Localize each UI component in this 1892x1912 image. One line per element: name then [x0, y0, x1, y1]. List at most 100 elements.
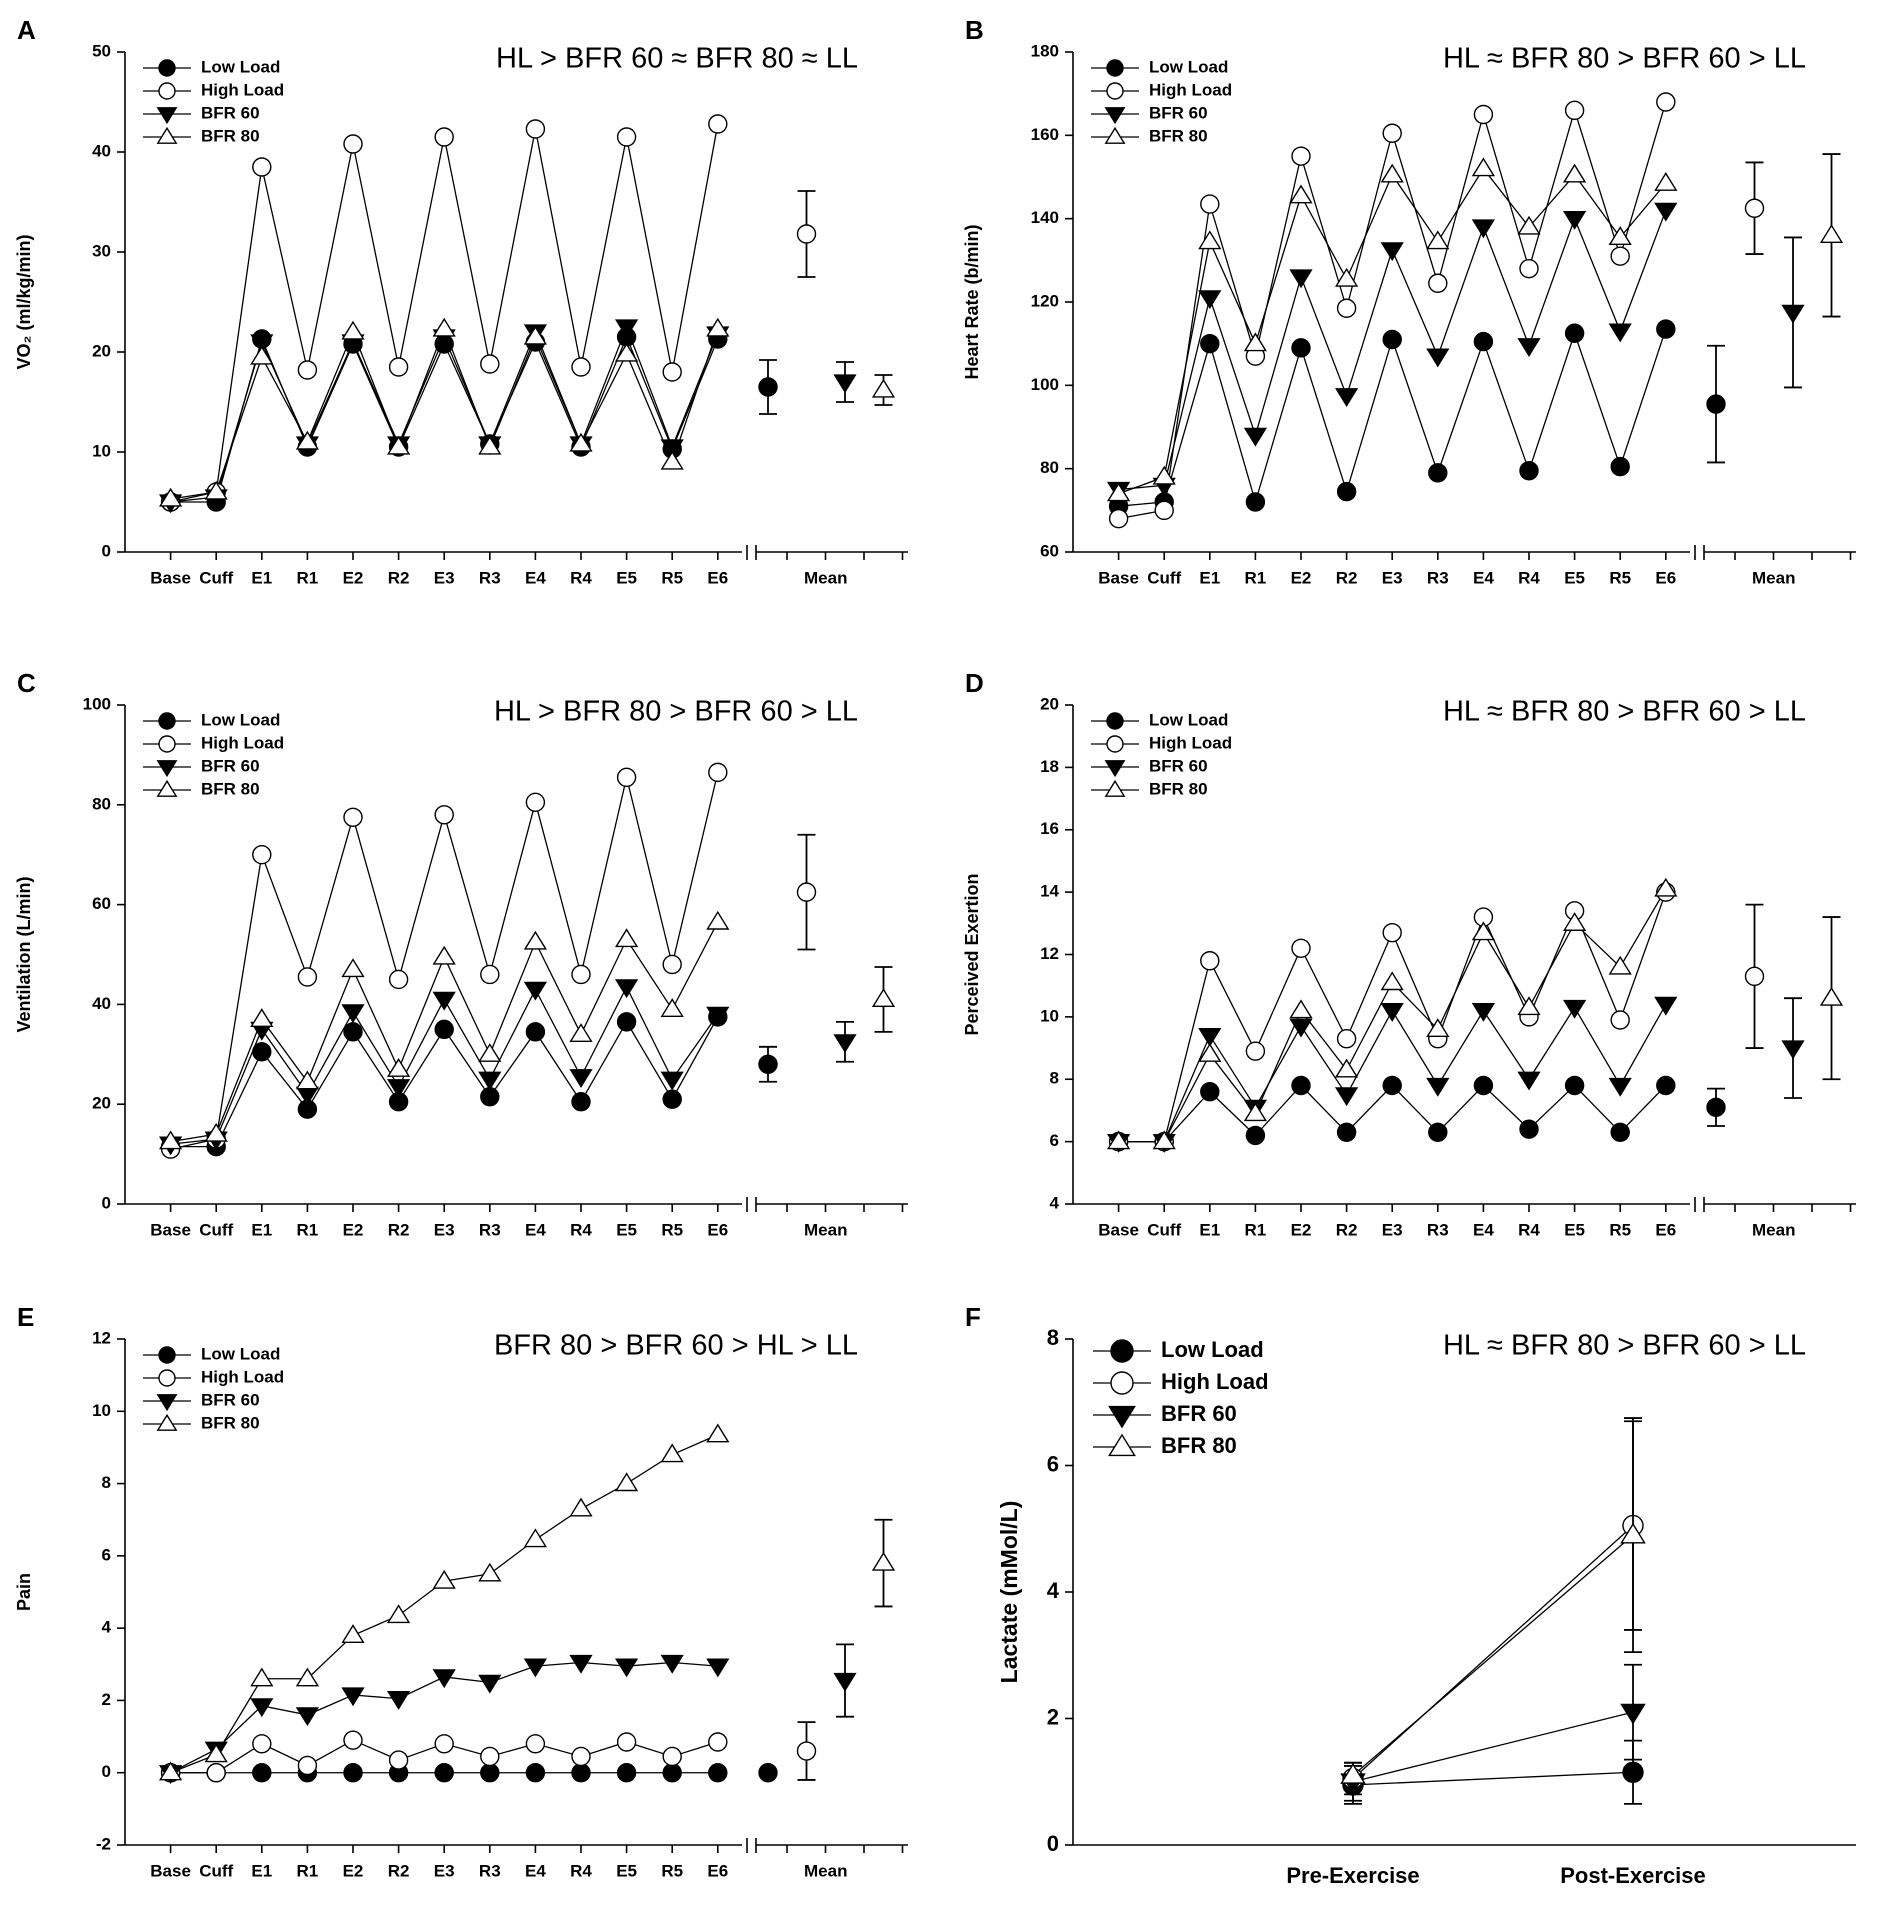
legend-label: High Load — [1149, 733, 1232, 752]
x-tick-label: E1 — [251, 1861, 272, 1880]
marker — [434, 1734, 454, 1754]
marker — [525, 1734, 546, 1754]
x-tick-label: E2 — [343, 1861, 364, 1880]
marker — [571, 1763, 591, 1783]
x-tick-label: E4 — [1473, 1220, 1494, 1239]
x-tick-label: R4 — [1518, 1220, 1540, 1239]
y-tick-label: 80 — [92, 794, 111, 813]
x-tick-label: R3 — [1427, 1220, 1449, 1239]
marker — [662, 1746, 682, 1767]
legend-label: BFR 80 — [1149, 126, 1208, 145]
marker — [478, 1043, 502, 1062]
marker — [662, 362, 682, 382]
marker — [204, 480, 228, 500]
marker — [871, 378, 896, 398]
marker — [614, 928, 639, 948]
x-tick-label: Cuff — [199, 1861, 233, 1880]
y-tick-label: 12 — [1040, 944, 1059, 963]
marker — [341, 320, 365, 340]
marker — [252, 1042, 272, 1062]
series-line — [1352, 1711, 1634, 1783]
marker — [1519, 1119, 1539, 1139]
legend-label: BFR 60 — [1149, 103, 1208, 122]
marker — [660, 439, 684, 459]
marker — [1106, 59, 1124, 77]
marker — [1245, 1125, 1266, 1146]
x-tick-label: E6 — [707, 568, 728, 587]
marker — [1380, 242, 1404, 262]
y-tick-label: 6 — [102, 1545, 111, 1564]
y-tick-label: 180 — [1031, 41, 1059, 60]
marker — [432, 317, 456, 337]
y-tick-label: 30 — [92, 241, 111, 260]
marker — [295, 430, 320, 450]
x-tick-label: E1 — [1199, 568, 1220, 587]
x-tick-label: E4 — [525, 568, 546, 587]
marker — [660, 1443, 684, 1463]
marker — [434, 1763, 454, 1783]
marker — [523, 981, 548, 1001]
x-tick-label: R4 — [570, 568, 592, 587]
marker — [1382, 329, 1402, 350]
marker — [1608, 226, 1632, 246]
marker — [1654, 202, 1678, 222]
x-tick-label: R4 — [570, 1861, 592, 1880]
y-tick-label: 20 — [92, 1094, 111, 1113]
marker — [252, 1763, 272, 1783]
marker — [525, 1022, 546, 1042]
marker — [1471, 157, 1496, 177]
marker — [616, 767, 637, 788]
y-tick-label: 4 — [1047, 1578, 1060, 1603]
y-tick-label: 6 — [1047, 1451, 1059, 1476]
x-tick-label: R1 — [1245, 1220, 1267, 1239]
marker — [1608, 1077, 1632, 1097]
marker — [1426, 1018, 1450, 1037]
legend-label: High Load — [1161, 1369, 1269, 1394]
legend-label: High Load — [201, 80, 284, 99]
marker — [158, 82, 176, 100]
marker — [252, 845, 272, 865]
y-axis-label: Lactate (mMol/L) — [996, 1501, 1022, 1684]
marker — [1382, 1075, 1402, 1096]
x-tick-label: E2 — [343, 568, 364, 587]
marker — [1471, 921, 1496, 941]
legend-label: BFR 80 — [201, 1413, 260, 1432]
marker — [614, 342, 639, 362]
x-tick-label: R1 — [297, 568, 319, 587]
x-tick-label: Base — [1098, 568, 1139, 587]
marker — [1198, 1043, 1222, 1062]
marker — [571, 1746, 591, 1767]
marker — [1564, 100, 1585, 121]
legend-label: Low Load — [1161, 1337, 1264, 1362]
x-tick-label: R5 — [1609, 568, 1631, 587]
marker — [1200, 194, 1220, 214]
y-tick-label: 0 — [102, 541, 111, 560]
y-tick-label: 16 — [1040, 819, 1059, 838]
marker — [616, 127, 637, 147]
y-tick-label: 140 — [1031, 208, 1059, 227]
marker — [388, 357, 409, 377]
marker — [706, 1423, 730, 1443]
marker — [1819, 224, 1844, 243]
x-tick-label: Post-Exercise — [1560, 1863, 1706, 1888]
y-tick-label: 8 — [102, 1473, 111, 1492]
legend-label: BFR 80 — [1149, 779, 1208, 798]
marker — [706, 317, 730, 337]
marker — [480, 1746, 500, 1767]
marker — [252, 1734, 272, 1754]
marker — [1200, 951, 1220, 971]
x-tick-label: R5 — [661, 568, 683, 587]
x-tick-label: Cuff — [1147, 568, 1181, 587]
marker — [158, 735, 176, 753]
marker — [1334, 1087, 1359, 1107]
marker — [1608, 323, 1632, 343]
marker — [525, 792, 546, 813]
marker — [1781, 1040, 1805, 1060]
x-tick-label: E5 — [1564, 1220, 1585, 1239]
y-axis-label: VO₂ (ml/kg/min) — [14, 234, 34, 369]
x-tick-label: E6 — [1655, 568, 1676, 587]
y-tick-label: 20 — [92, 341, 111, 360]
marker — [1106, 735, 1124, 753]
marker — [1562, 163, 1587, 183]
x-tick-label: Base — [1098, 1220, 1139, 1239]
